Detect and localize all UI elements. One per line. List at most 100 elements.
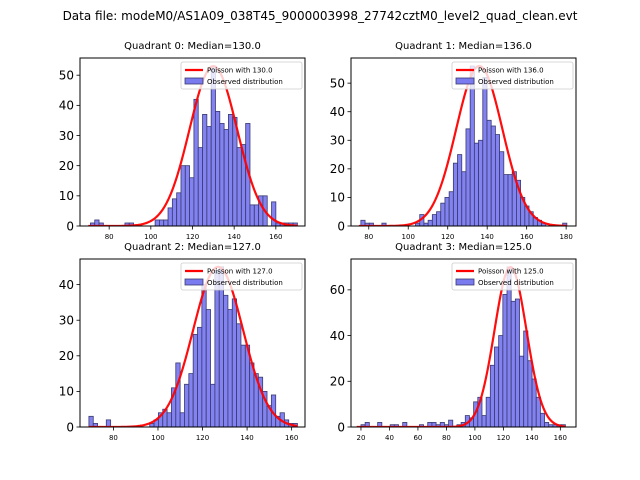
y-tick-label: 50 [330,76,345,90]
histogram-bar [498,335,504,427]
histogram-bar [539,412,545,427]
y-tick-label: 30 [330,134,345,148]
subplot-quadrant-1: Quadrant 1: Median=136.0 0 10 20 30 40 50 80 100… [330,41,577,241]
y-tick-label: 0 [337,219,345,233]
histogram-bar [218,266,224,427]
subplot-quadrant-0: Quadrant 0: Median=130.0 0 10 20 30 40 50 80 100… [59,41,306,241]
y-tick-label: 10 [59,385,74,399]
histogram-bar [478,139,484,226]
histogram-bar [481,415,487,427]
poisson-curve [356,265,566,427]
x-tick-label: 140 [525,434,538,442]
axes-frame [350,57,577,227]
histogram-bar [440,202,446,226]
x-tick-label: 100 [144,233,157,241]
legend: Poisson with 130.0 Observed distribution [180,61,303,90]
histogram-bar [523,330,529,427]
histogram-bar [506,266,512,427]
x-tick-label: 100 [402,233,415,241]
subplot-title: Quadrant 1: Median=136.0 [395,41,532,52]
histogram-bar [205,309,211,427]
legend-label-observed: Observed distribution [478,279,554,287]
histogram-bar [215,110,221,226]
histogram-bar [206,126,212,226]
histogram-bar [482,77,488,226]
y-tick-label: 10 [59,189,74,203]
histogram-bar [189,177,195,226]
histogram-bar [171,198,178,226]
y-tick-label: 40 [59,99,74,113]
plot-area [88,65,298,226]
x-tick-label: 100 [151,434,164,442]
y-tick-label: 40 [59,278,74,292]
y-tick-label: 10 [330,191,345,205]
histogram-bar [465,128,471,226]
histogram-bar [210,383,216,427]
histogram-bar [240,344,246,427]
plot-area [356,265,566,427]
histogram-bar [244,344,251,427]
histogram-bar [249,204,255,226]
histogram-bar [197,326,203,427]
x-tick-label: 120 [196,434,209,442]
histogram-bar [231,298,238,427]
histogram-bar [431,214,437,226]
histogram-bar [535,396,541,427]
histogram-bar [219,123,225,226]
legend: Poisson with 125.0 Observed distribution [451,262,574,291]
x-tick-label: 80 [442,434,451,442]
y-tick-label: 0 [66,420,74,434]
histogram-bar [452,162,458,226]
x-tick-label: 160 [285,434,298,442]
histogram-bar [175,362,181,427]
legend-box [180,262,303,291]
legend-box [451,262,574,291]
histogram-bar [507,174,513,226]
histogram-bar [223,129,229,226]
histogram-bar [544,422,550,427]
histogram-bar [214,269,220,427]
subplot-title: Quadrant 0: Median=130.0 [124,41,261,52]
legend-bar-swatch [184,278,204,286]
histogram-bar [223,294,229,427]
legend-box [451,61,574,90]
histogram-bar [179,412,185,427]
x-tick-label: 20 [357,434,366,442]
histogram-bar [485,396,491,427]
legend-bar-swatch [184,77,204,85]
histogram-bar [201,284,207,427]
histogram-bar [184,165,191,226]
axes-frame [350,258,577,428]
histogram-bar [469,65,475,226]
x-tick-label: 40 [385,434,394,442]
y-tick-label: 60 [330,283,345,297]
histogram-bar [494,346,500,427]
histogram-bar [427,219,433,226]
legend-label-observed: Observed distribution [478,78,554,86]
x-tick-label: 140 [227,233,240,241]
y-tick-label: 0 [337,420,345,434]
histogram-bar [192,334,198,427]
legend-label-poisson: Poisson with 130.0 [207,67,273,75]
histogram-bar [489,364,495,427]
x-tick-label: 100 [468,434,481,442]
x-tick-label: 180 [559,233,572,241]
x-tick-label: 80 [109,434,118,442]
histogram-bar [88,415,94,427]
histogram-bar [202,114,208,226]
histogram-bar [457,154,463,226]
histogram-bar [176,192,182,226]
legend-label-poisson: Poisson with 136.0 [478,67,544,75]
x-tick-label: 80 [364,233,373,241]
y-tick-label: 0 [66,219,74,233]
legend-label-observed: Observed distribution [207,78,283,86]
histogram-bar [527,360,533,427]
histogram-bar [436,211,442,226]
histogram-bar [253,204,260,226]
legend: Poisson with 127.0 Observed distribution [180,262,303,291]
x-tick-label: 80 [105,233,114,241]
histogram-bar [461,171,467,226]
legend-label-poisson: Poisson with 127.0 [207,268,273,276]
histogram-bar [249,362,255,427]
